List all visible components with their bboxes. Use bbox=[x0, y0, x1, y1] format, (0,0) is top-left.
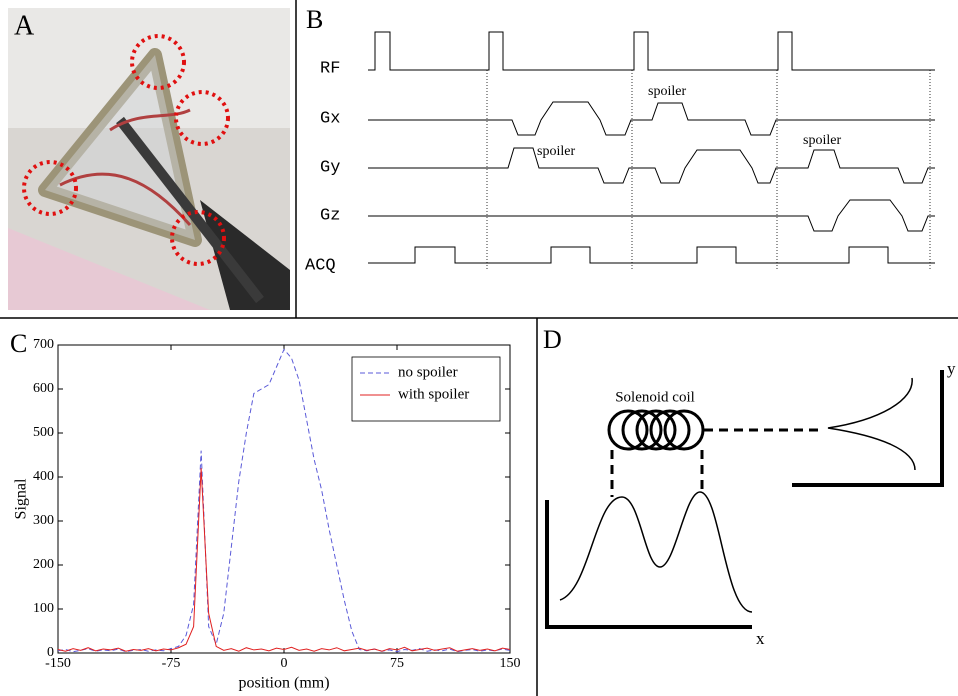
x-axis-label: position (mm) bbox=[238, 675, 329, 692]
y-tick-label: 400 bbox=[33, 469, 54, 484]
row-label: ACQ bbox=[305, 256, 336, 275]
coil-label: Solenoid coil bbox=[615, 389, 695, 405]
x-tick-label: 75 bbox=[390, 656, 404, 671]
annotation: spoiler bbox=[537, 144, 575, 159]
row-label: Gz bbox=[320, 206, 340, 225]
panel-label: C bbox=[10, 329, 27, 358]
y-tick-label: 100 bbox=[33, 601, 54, 616]
pulse-sequence: B RF Gx Gy Gz ACQ spoiler spoiler spoile… bbox=[305, 5, 935, 275]
legend-label: no spoiler bbox=[398, 364, 458, 380]
y-tick-label: 500 bbox=[33, 425, 54, 440]
row-label: RF bbox=[320, 59, 340, 78]
acq-waveform bbox=[368, 246, 935, 264]
axis-label: x bbox=[756, 629, 765, 648]
y-tick-label: 0 bbox=[47, 645, 54, 660]
y-tick-label: 200 bbox=[33, 557, 54, 572]
x-tick-label: 150 bbox=[500, 656, 521, 671]
y-tick-label: 300 bbox=[33, 513, 54, 528]
x-tick-label: -75 bbox=[162, 656, 181, 671]
x-tick-label: -150 bbox=[45, 656, 71, 671]
annotation: spoiler bbox=[648, 84, 686, 99]
signal-chart: C 0 100 200 300 400 500 600 700 -150 -75 0 75 150 pos… bbox=[10, 329, 521, 692]
x-tick-label: 0 bbox=[281, 656, 288, 671]
coil-diagram: D Solenoid coil x y bbox=[543, 325, 956, 648]
y-axis-label: Signal bbox=[13, 478, 30, 519]
annotation: spoiler bbox=[803, 133, 841, 148]
panel-label: D bbox=[543, 325, 562, 354]
legend-box bbox=[351, 356, 501, 422]
series-line bbox=[57, 468, 511, 652]
y-tick-label: 700 bbox=[33, 337, 54, 352]
panel-label: A bbox=[14, 10, 35, 41]
photo: A bbox=[8, 8, 290, 310]
axis-label: y bbox=[947, 359, 956, 378]
row-label: Gy bbox=[320, 158, 340, 177]
row-label: Gx bbox=[320, 109, 340, 128]
y-tick-label: 600 bbox=[33, 381, 54, 396]
gy-waveform bbox=[368, 147, 935, 184]
rf-waveform bbox=[368, 31, 935, 71]
gz-waveform bbox=[368, 199, 935, 232]
gx-waveform bbox=[368, 101, 935, 136]
legend-label: with spoiler bbox=[398, 386, 469, 402]
panel-label: B bbox=[306, 5, 323, 34]
